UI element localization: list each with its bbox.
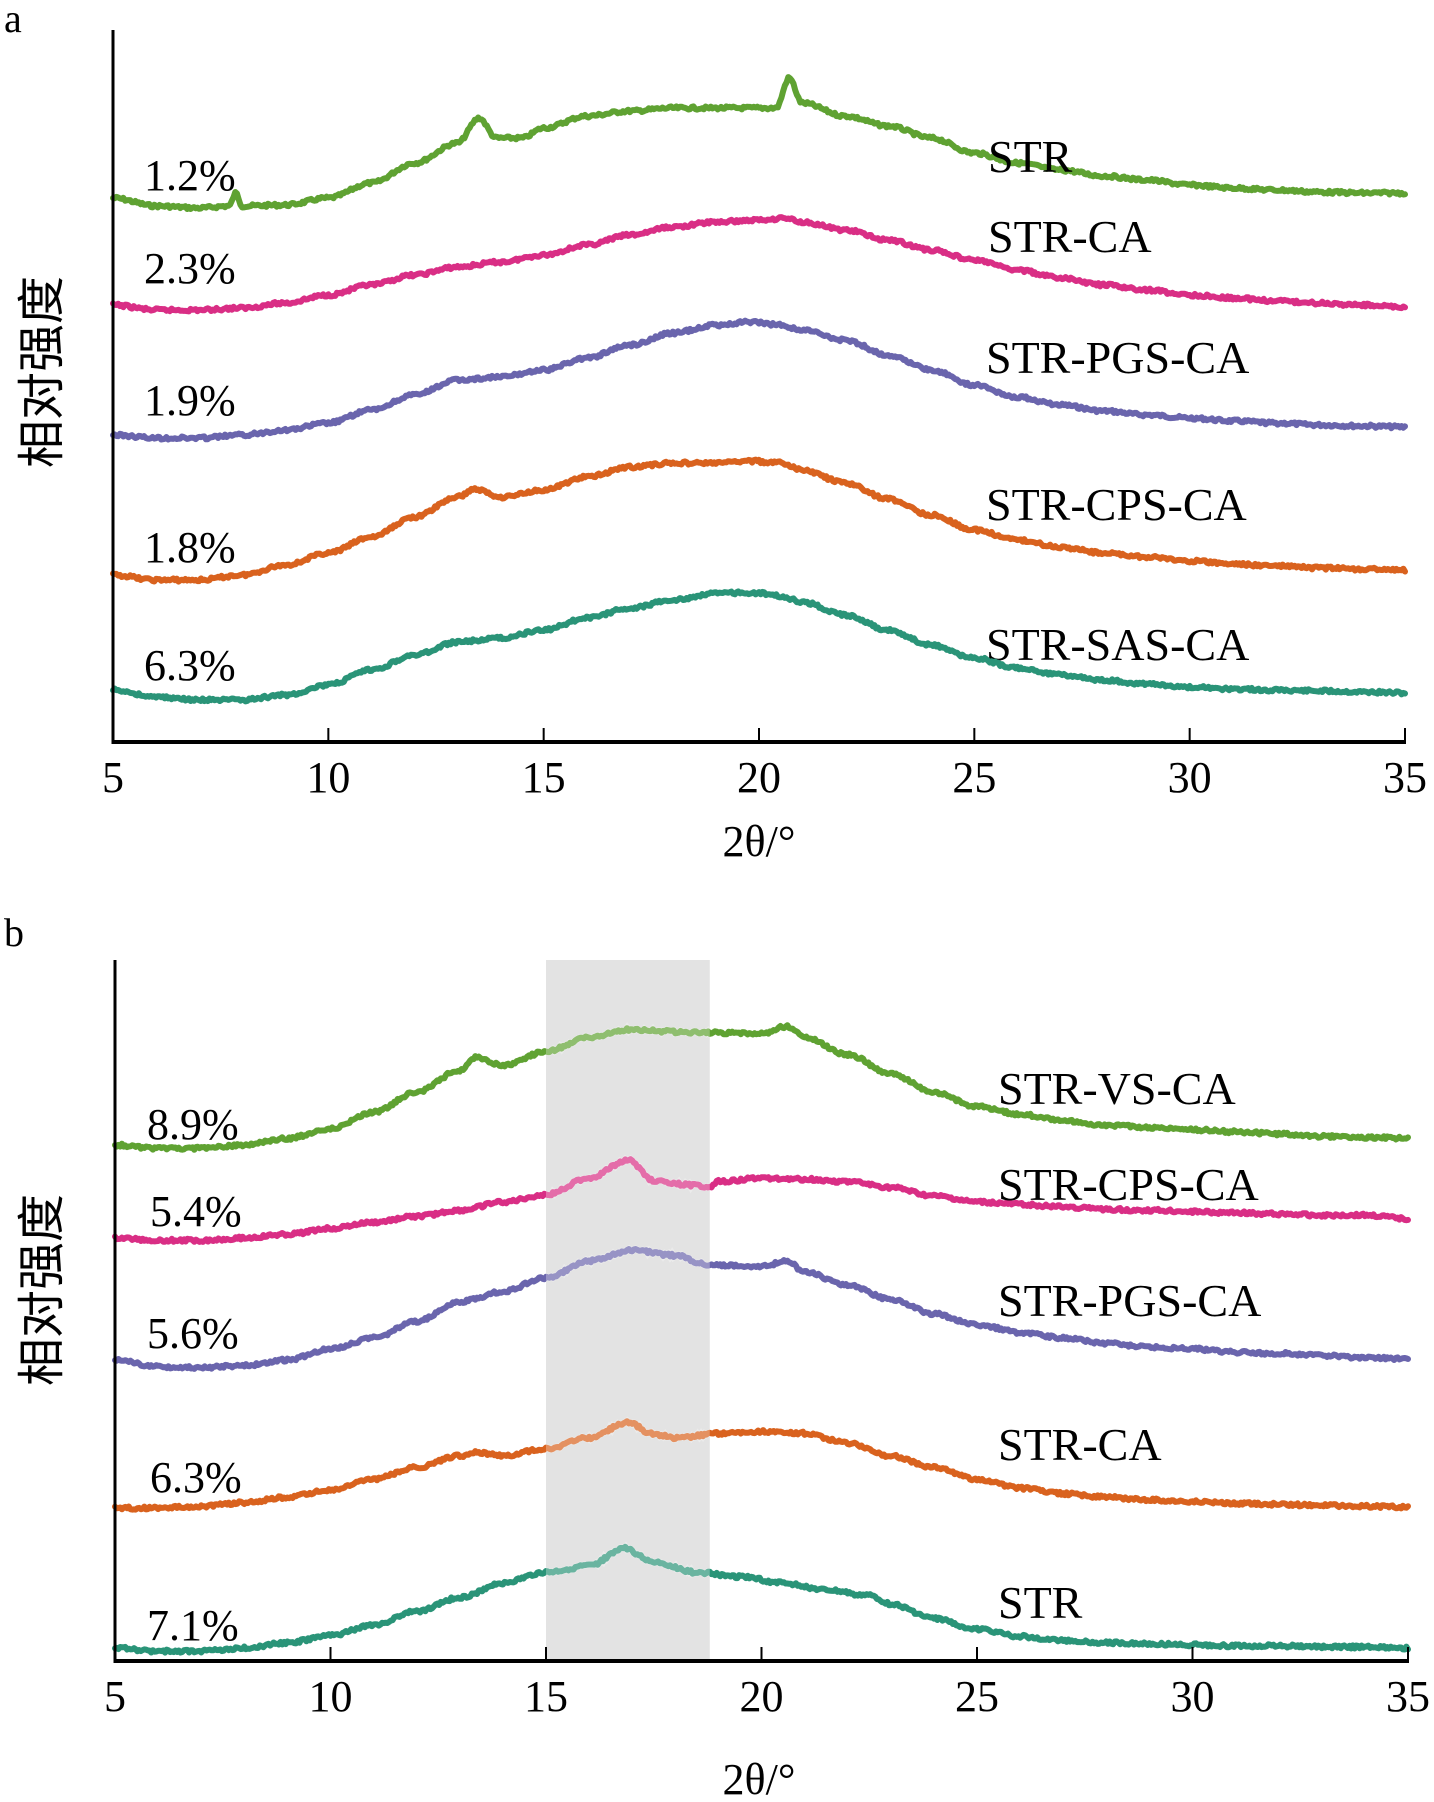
crystallinity-annotation: 1.2% bbox=[144, 151, 236, 200]
crystallinity-annotation: 8.9% bbox=[147, 1100, 239, 1149]
series-line-str-pgs-ca bbox=[112, 1246, 1411, 1372]
crystallinity-annotation: 1.8% bbox=[144, 523, 236, 572]
x-tick-label: 15 bbox=[524, 1672, 568, 1721]
crystallinity-annotation: 6.3% bbox=[144, 641, 236, 690]
x-axis-title: 2θ/° bbox=[723, 1755, 796, 1802]
y-axis-title: 相对强度 bbox=[14, 276, 70, 468]
series-name-label: STR-CPS-CA bbox=[998, 1159, 1259, 1210]
series-line-str-cps-ca bbox=[112, 1156, 1411, 1245]
panel-letter: a bbox=[4, 0, 22, 41]
series-line-str bbox=[112, 1543, 1411, 1656]
series-name-label: STR-PGS-CA bbox=[998, 1275, 1261, 1326]
x-tick-label: 25 bbox=[955, 1672, 999, 1721]
crystallinity-annotation: 5.6% bbox=[147, 1309, 239, 1358]
crystallinity-annotation: 6.3% bbox=[150, 1453, 242, 1502]
x-tick-label: 35 bbox=[1386, 1672, 1430, 1721]
x-tick-label: 30 bbox=[1171, 1672, 1215, 1721]
series-line-str-vs-ca bbox=[112, 1022, 1411, 1153]
series-name-label: STR bbox=[998, 1577, 1083, 1628]
series-name-label: STR-VS-CA bbox=[998, 1063, 1236, 1114]
series-line-str-sas-ca bbox=[110, 74, 1408, 212]
series-line-str bbox=[110, 588, 1408, 705]
crystallinity-annotation: 5.4% bbox=[150, 1187, 242, 1236]
x-tick-label: 5 bbox=[104, 1672, 126, 1721]
series-name-label: STR-PGS-CA bbox=[986, 332, 1249, 383]
series-line-str-cps-ca bbox=[110, 214, 1408, 315]
series-line-str-ca bbox=[110, 456, 1408, 585]
x-tick-label: 20 bbox=[740, 1672, 784, 1721]
panel-letter: b bbox=[4, 910, 24, 955]
series-name-label: STR-CA bbox=[988, 211, 1152, 262]
x-tick-label: 5 bbox=[102, 753, 124, 802]
series-name-label: STR-CA bbox=[998, 1419, 1162, 1470]
series-line-str-ca bbox=[112, 1418, 1411, 1513]
x-tick-label: 30 bbox=[1168, 753, 1212, 802]
series-name-label: STR-SAS-CA bbox=[986, 619, 1249, 670]
panel-b: b 相对强度 2θ/° STR-VS-CA 8.9% STR-CPS-CA 5.4% S… bbox=[4, 910, 1430, 1802]
x-axis-title: 2θ/° bbox=[723, 817, 796, 866]
series-line-str-pgs-ca bbox=[110, 317, 1408, 443]
crystallinity-annotation: 7.1% bbox=[147, 1601, 239, 1650]
x-tick-label: 10 bbox=[306, 753, 350, 802]
x-tick-label: 25 bbox=[952, 753, 996, 802]
series-name-label: STR bbox=[988, 131, 1073, 182]
x-tick-label: 10 bbox=[309, 1672, 353, 1721]
crystallinity-annotation: 1.9% bbox=[144, 376, 236, 425]
x-tick-label: 20 bbox=[737, 753, 781, 802]
series-name-label: STR-CPS-CA bbox=[986, 479, 1247, 530]
panel-a: a 相对强度 2θ/° STR-SAS-CA 6.3% STR-CPS-CA 1.8%… bbox=[4, 0, 1427, 866]
highlight-band bbox=[546, 960, 710, 1661]
crystallinity-annotation: 2.3% bbox=[144, 244, 236, 293]
y-axis-title: 相对强度 bbox=[14, 1194, 70, 1386]
x-tick-label: 35 bbox=[1383, 753, 1427, 802]
x-tick-label: 15 bbox=[522, 753, 566, 802]
